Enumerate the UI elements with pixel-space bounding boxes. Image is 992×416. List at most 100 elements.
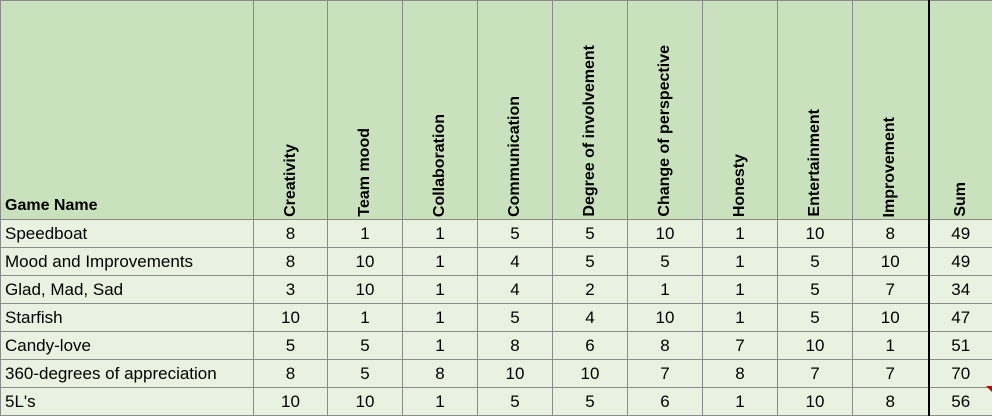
score-cell[interactable]: 5 [478, 388, 553, 416]
header-change-of-perspective[interactable]: Change of perspective [628, 1, 703, 220]
comment-indicator-icon[interactable] [986, 386, 992, 392]
score-cell[interactable]: 10 [328, 388, 403, 416]
header-collaboration[interactable]: Collaboration [403, 1, 478, 220]
score-cell[interactable]: 5 [328, 360, 403, 388]
header-communication[interactable]: Communication [478, 1, 553, 220]
sum-cell[interactable]: 47 [929, 304, 992, 332]
game-name-cell[interactable]: 5L's [1, 388, 254, 416]
score-cell[interactable]: 1 [328, 304, 403, 332]
score-cell[interactable]: 1 [703, 388, 778, 416]
score-cell[interactable]: 1 [328, 220, 403, 248]
header-honesty[interactable]: Honesty [703, 1, 778, 220]
score-cell[interactable]: 6 [628, 388, 703, 416]
score-cell[interactable]: 6 [553, 332, 628, 360]
score-cell[interactable]: 10 [628, 304, 703, 332]
game-name-cell[interactable]: 360-degrees of appreciation [1, 360, 254, 388]
sum-cell[interactable]: 49 [929, 220, 992, 248]
game-name-cell[interactable]: Glad, Mad, Sad [1, 276, 254, 304]
score-cell[interactable]: 10 [778, 220, 853, 248]
score-cell[interactable]: 10 [853, 304, 929, 332]
sum-cell[interactable]: 51 [929, 332, 992, 360]
score-cell[interactable]: 4 [478, 248, 553, 276]
header-game-name[interactable]: Game Name [1, 1, 254, 220]
header-degree-of-involvement[interactable]: Degree of involvement [553, 1, 628, 220]
score-cell[interactable]: 5 [778, 248, 853, 276]
score-cell[interactable]: 8 [254, 248, 328, 276]
score-cell[interactable]: 5 [328, 332, 403, 360]
score-cell[interactable]: 8 [403, 360, 478, 388]
header-improvement[interactable]: Improvement [853, 1, 929, 220]
score-cell[interactable]: 10 [553, 360, 628, 388]
score-cell[interactable]: 5 [778, 276, 853, 304]
score-cell[interactable]: 10 [328, 276, 403, 304]
score-cell[interactable]: 5 [778, 304, 853, 332]
score-cell[interactable]: 10 [778, 332, 853, 360]
score-cell[interactable]: 5 [553, 388, 628, 416]
header-change-of-perspective-label: Change of perspective [656, 45, 674, 217]
score-cell[interactable]: 5 [553, 220, 628, 248]
score-cell[interactable]: 5 [478, 304, 553, 332]
score-cell[interactable]: 1 [403, 304, 478, 332]
score-cell[interactable]: 7 [778, 360, 853, 388]
score-cell[interactable]: 8 [853, 220, 929, 248]
header-communication-label: Communication [506, 96, 524, 217]
score-cell[interactable]: 1 [703, 276, 778, 304]
score-cell[interactable]: 5 [254, 332, 328, 360]
score-cell[interactable]: 1 [853, 332, 929, 360]
score-cell[interactable]: 4 [553, 304, 628, 332]
header-sum[interactable]: Sum [929, 1, 992, 220]
header-degree-of-involvement-label: Degree of involvement [581, 45, 599, 217]
score-cell[interactable]: 5 [628, 248, 703, 276]
score-cell[interactable]: 2 [553, 276, 628, 304]
sum-cell[interactable]: 70 [929, 360, 992, 388]
score-cell[interactable]: 8 [853, 388, 929, 416]
game-name-cell[interactable]: Candy-love [1, 332, 254, 360]
sum-cell[interactable]: 56 [929, 388, 992, 416]
header-team-mood[interactable]: Team mood [328, 1, 403, 220]
score-cell[interactable]: 1 [403, 276, 478, 304]
game-name-cell[interactable]: Mood and Improvements [1, 248, 254, 276]
score-cell[interactable]: 8 [478, 332, 553, 360]
score-cell[interactable]: 1 [403, 248, 478, 276]
score-cell[interactable]: 1 [703, 220, 778, 248]
score-cell[interactable]: 1 [628, 276, 703, 304]
score-cell[interactable]: 3 [254, 276, 328, 304]
score-cell[interactable]: 8 [628, 332, 703, 360]
header-improvement-label: Improvement [881, 117, 899, 217]
score-cell[interactable]: 10 [853, 248, 929, 276]
score-cell[interactable]: 1 [703, 304, 778, 332]
header-honesty-label: Honesty [731, 154, 749, 217]
score-cell[interactable]: 7 [853, 276, 929, 304]
score-cell[interactable]: 4 [478, 276, 553, 304]
header-creativity[interactable]: Creativity [254, 1, 328, 220]
score-cell[interactable]: 7 [703, 332, 778, 360]
game-name-cell[interactable]: Speedboat [1, 220, 254, 248]
score-cell[interactable]: 10 [478, 360, 553, 388]
score-cell[interactable]: 1 [403, 388, 478, 416]
score-cell[interactable]: 10 [628, 220, 703, 248]
header-entertainment[interactable]: Entertainment [778, 1, 853, 220]
sum-cell[interactable]: 49 [929, 248, 992, 276]
score-cell[interactable]: 7 [628, 360, 703, 388]
game-name-cell[interactable]: Starfish [1, 304, 254, 332]
score-cell[interactable]: 10 [254, 304, 328, 332]
score-cell[interactable]: 8 [254, 220, 328, 248]
score-cell[interactable]: 1 [403, 332, 478, 360]
sum-cell[interactable]: 34 [929, 276, 992, 304]
score-cell[interactable]: 1 [403, 220, 478, 248]
score-cell[interactable]: 8 [703, 360, 778, 388]
header-collaboration-label: Collaboration [431, 114, 449, 217]
header-row: Game Name Creativity Team mood Collabora… [1, 1, 992, 220]
score-cell[interactable]: 8 [254, 360, 328, 388]
score-cell[interactable]: 5 [478, 220, 553, 248]
score-cell[interactable]: 10 [254, 388, 328, 416]
score-cell[interactable]: 10 [328, 248, 403, 276]
score-cell[interactable]: 10 [778, 388, 853, 416]
score-cell[interactable]: 1 [703, 248, 778, 276]
score-cell[interactable]: 7 [853, 360, 929, 388]
score-cell[interactable]: 5 [553, 248, 628, 276]
